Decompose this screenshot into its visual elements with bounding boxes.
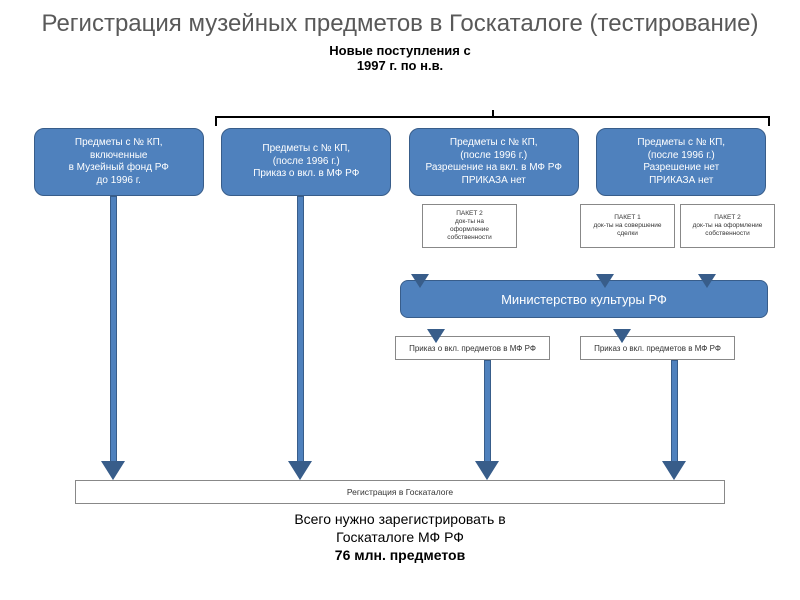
arrow-head-icon (699, 275, 715, 288)
arrow-line (671, 360, 678, 462)
footer-text: Всего нужно зарегистрировать в Госкатало… (0, 510, 800, 565)
arrow-head-icon (428, 330, 444, 343)
arrow-head-icon (597, 275, 613, 288)
arrow-head-icon (289, 462, 311, 480)
topbox-3: Предметы с № КП,(после 1996 г.)Разрешени… (409, 128, 579, 196)
packet-3: ПАКЕТ 2док-ты на оформлениесобственности (680, 204, 775, 248)
top-row: Предметы с № КП,включенныев Музейный фон… (0, 128, 800, 196)
arrow-head-icon (102, 462, 124, 480)
arrow-line (484, 360, 491, 462)
arrow-head-icon (412, 275, 428, 288)
topbox-2: Предметы с № КП,(после 1996 г.)Приказ о … (221, 128, 391, 196)
arrow-head-icon (614, 330, 630, 343)
arrow-line (297, 196, 304, 462)
subtitle: Новые поступления с 1997 г. по н.в. (0, 43, 800, 73)
packet-2: ПАКЕТ 1док-ты на совершениесделки (580, 204, 675, 248)
arrow-head-icon (476, 462, 498, 480)
order-box-1: Приказ о вкл. предметов в МФ РФ (395, 336, 550, 360)
packet-1: ПАКЕТ 2док-ты наоформлениесобственности (422, 204, 517, 248)
order-box-2: Приказ о вкл. предметов в МФ РФ (580, 336, 735, 360)
registration-box: Регистрация в Госкаталоге (75, 480, 725, 504)
topbox-4: Предметы с № КП,(после 1996 г.)Разрешени… (596, 128, 766, 196)
page-title: Регистрация музейных предметов в Госката… (0, 0, 800, 39)
bracket (215, 116, 770, 126)
arrow-line (110, 196, 117, 462)
arrow-head-icon (663, 462, 685, 480)
topbox-1: Предметы с № КП,включенныев Музейный фон… (34, 128, 204, 196)
